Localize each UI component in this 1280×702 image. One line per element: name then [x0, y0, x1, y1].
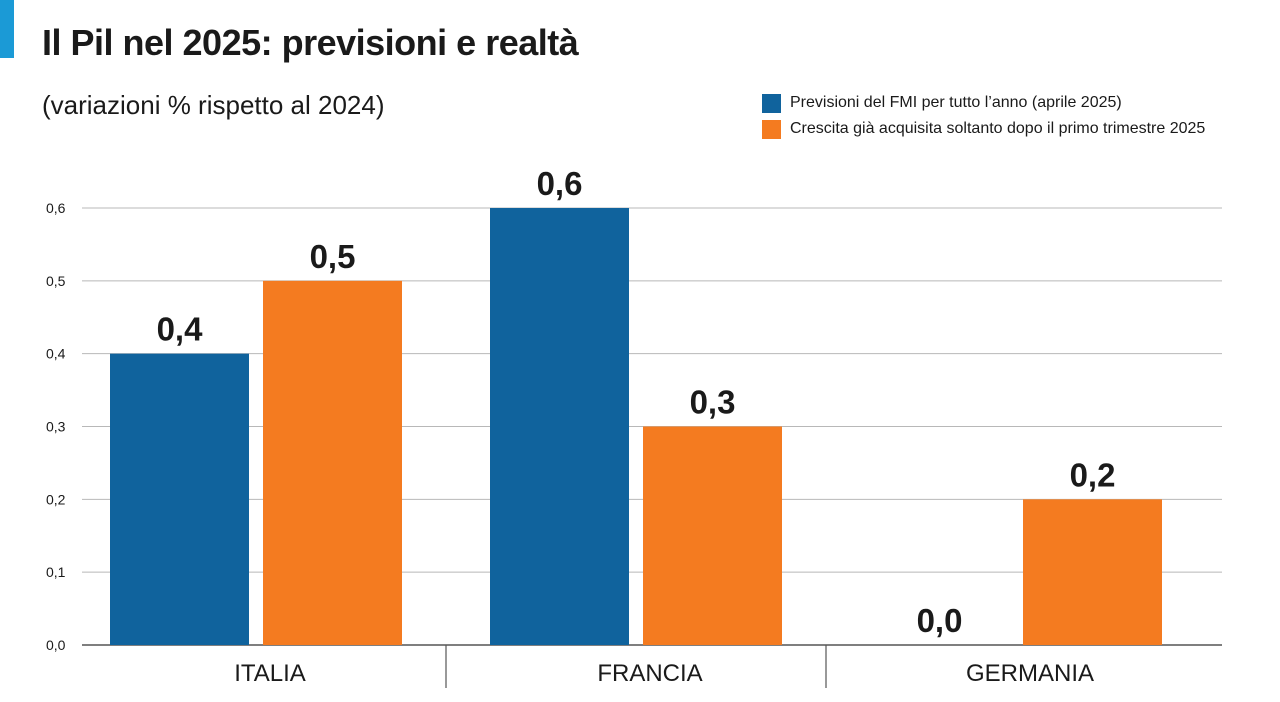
bar-value-label: 0,4 [157, 311, 204, 348]
y-tick-label: 0,2 [46, 491, 66, 507]
legend: Previsioni del FMI per tutto l’anno (apr… [762, 90, 1205, 142]
legend-label-fmi: Previsioni del FMI per tutto l’anno (apr… [790, 94, 1122, 111]
bar-value-label: 0,0 [917, 602, 963, 639]
legend-swatch-orange [762, 119, 781, 139]
accent-bar [0, 0, 14, 58]
legend-item-acquired: Crescita già acquisita soltanto dopo il … [762, 116, 1205, 142]
bar-value-label: 0,6 [537, 165, 583, 202]
bar-value-label: 0,2 [1070, 456, 1116, 493]
legend-swatch-blue [762, 93, 781, 113]
bar [263, 280, 402, 645]
bar [490, 208, 629, 645]
y-tick-label: 0,5 [46, 273, 66, 289]
y-tick-label: 0,4 [46, 346, 66, 362]
y-tick-label: 0,6 [46, 200, 66, 216]
legend-item-fmi: Previsioni del FMI per tutto l’anno (apr… [762, 90, 1205, 116]
bar-value-label: 0,3 [690, 384, 736, 421]
bar [643, 426, 782, 645]
legend-label-acquired: Crescita già acquisita soltanto dopo il … [790, 120, 1206, 137]
bar [110, 353, 249, 645]
y-tick-label: 0,0 [46, 637, 66, 653]
chart-subtitle: (variazioni % rispetto al 2024) [42, 90, 385, 120]
y-tick-label: 0,3 [46, 419, 66, 435]
x-category-label: ITALIA [234, 660, 306, 687]
x-category-label: GERMANIA [966, 660, 1094, 687]
bar [1023, 499, 1162, 645]
chart-title: Il Pil nel 2025: previsioni e realtà [42, 22, 579, 63]
bar-value-label: 0,5 [310, 238, 356, 275]
x-category-label: FRANCIA [597, 660, 702, 687]
y-tick-label: 0,1 [46, 564, 66, 580]
